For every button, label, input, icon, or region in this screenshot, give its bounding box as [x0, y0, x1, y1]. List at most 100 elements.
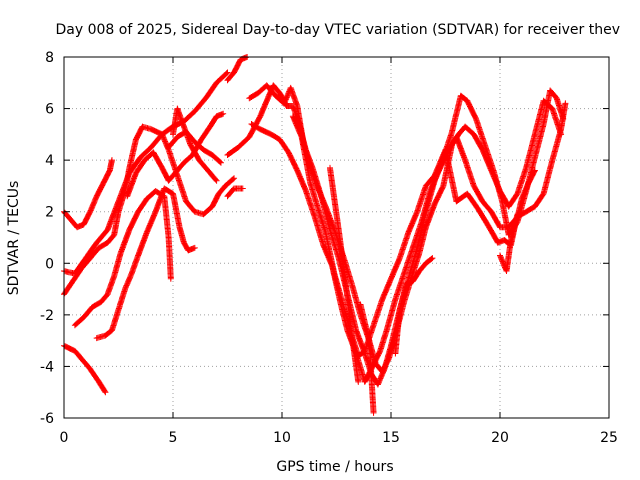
- data-point-run: [318, 193, 333, 232]
- data-point-run: [124, 171, 139, 200]
- data-point-run: [331, 270, 346, 307]
- data-point-run: [224, 70, 237, 84]
- data-point-run: [135, 230, 150, 259]
- data-point-run: [161, 193, 172, 240]
- data-point: [370, 409, 377, 416]
- data-point-run: [392, 308, 403, 357]
- data-point-run: [132, 124, 145, 143]
- data-point-run: [152, 186, 167, 215]
- data-point-run: [488, 208, 503, 230]
- data-point-run: [355, 348, 367, 360]
- data-point-run: [427, 168, 442, 195]
- data-point-run: [78, 256, 93, 272]
- y-tick-label: 6: [45, 102, 54, 118]
- data-point-run: [531, 191, 546, 210]
- series-9: [170, 105, 220, 184]
- data-point-run: [303, 188, 318, 219]
- data-point-run: [294, 167, 309, 193]
- data-point-run: [128, 253, 141, 277]
- x-axis-label: GPS time / hours: [276, 459, 393, 475]
- data-point-run: [453, 133, 468, 162]
- data-point: [213, 177, 220, 184]
- data-point-run: [104, 232, 117, 246]
- data-point-run: [464, 190, 481, 212]
- data-point-run: [370, 297, 385, 329]
- y-tick-label: -6: [40, 411, 54, 427]
- data-point-run: [523, 204, 537, 215]
- data-marks: [61, 54, 569, 416]
- data-point-run: [396, 230, 411, 262]
- data-point-run: [490, 167, 505, 204]
- data-point-run: [100, 168, 113, 187]
- x-tick-label: 20: [491, 430, 509, 446]
- data-point-run: [122, 166, 133, 195]
- data-point: [355, 378, 362, 385]
- data-point: [167, 275, 174, 282]
- data-point-run: [514, 197, 525, 220]
- data-point-run: [71, 315, 86, 329]
- data-point-run: [78, 355, 93, 372]
- data-point-run: [547, 87, 559, 101]
- plot-frame: [63, 56, 610, 419]
- data-point: [429, 255, 436, 262]
- data-point: [220, 110, 227, 117]
- data-point-run: [187, 141, 202, 162]
- data-point-run: [309, 164, 324, 198]
- data-point-run: [161, 185, 175, 196]
- data-point-run: [405, 209, 420, 236]
- data-point-run: [170, 190, 183, 229]
- data-point-run: [200, 204, 215, 218]
- data-point-run: [422, 202, 438, 231]
- data-point-run: [246, 90, 260, 102]
- data-point-run: [540, 158, 555, 197]
- data-point-run: [115, 287, 128, 313]
- series-11: [224, 54, 251, 84]
- y-axis-label: SDTVAR / TECUs: [6, 181, 22, 296]
- data-point-run: [449, 93, 464, 135]
- data-point-run: [111, 251, 124, 280]
- data-point-run: [531, 99, 547, 138]
- series-19: [497, 167, 538, 274]
- data-point-run: [87, 245, 102, 262]
- data-point-run: [200, 146, 215, 158]
- y-tick-label: 8: [45, 50, 54, 66]
- data-point-run: [307, 180, 322, 214]
- data-point-run: [202, 80, 219, 102]
- data-point-run: [104, 274, 117, 298]
- data-point-run: [95, 378, 108, 395]
- series-15: [289, 113, 521, 360]
- y-tick-label: -4: [40, 359, 54, 375]
- data-point-run: [525, 168, 538, 187]
- data-point-run: [224, 186, 237, 200]
- data-point-run: [462, 123, 476, 137]
- data-point-run: [165, 134, 180, 151]
- x-tick-label: 0: [60, 430, 69, 446]
- data-point-run: [442, 146, 460, 204]
- data-point: [531, 167, 538, 174]
- data-point-run: [93, 227, 110, 246]
- data-point: [224, 69, 231, 76]
- data-point-run: [209, 191, 222, 210]
- data-point-run: [69, 266, 84, 285]
- data-point-run: [191, 96, 208, 115]
- x-tick-label: 25: [600, 430, 618, 446]
- data-point-run: [137, 145, 154, 161]
- data-point-run: [327, 226, 342, 260]
- data-point: [108, 157, 115, 164]
- data-point-run: [95, 240, 110, 251]
- data-point-run: [198, 124, 213, 143]
- x-tick-label: 5: [169, 430, 178, 446]
- data-point-run: [348, 332, 362, 384]
- data-point-run: [416, 225, 429, 256]
- data-point-run: [342, 275, 355, 338]
- data-point-run: [514, 166, 529, 197]
- y-tick-label: 4: [45, 153, 54, 169]
- data-point-run: [148, 126, 164, 137]
- y-tick-label: 2: [45, 205, 54, 221]
- data-point-run: [93, 181, 106, 200]
- data-point-run: [523, 132, 538, 171]
- data-point-run: [289, 113, 305, 139]
- data-point-run: [109, 307, 122, 334]
- data-point-run: [224, 145, 241, 158]
